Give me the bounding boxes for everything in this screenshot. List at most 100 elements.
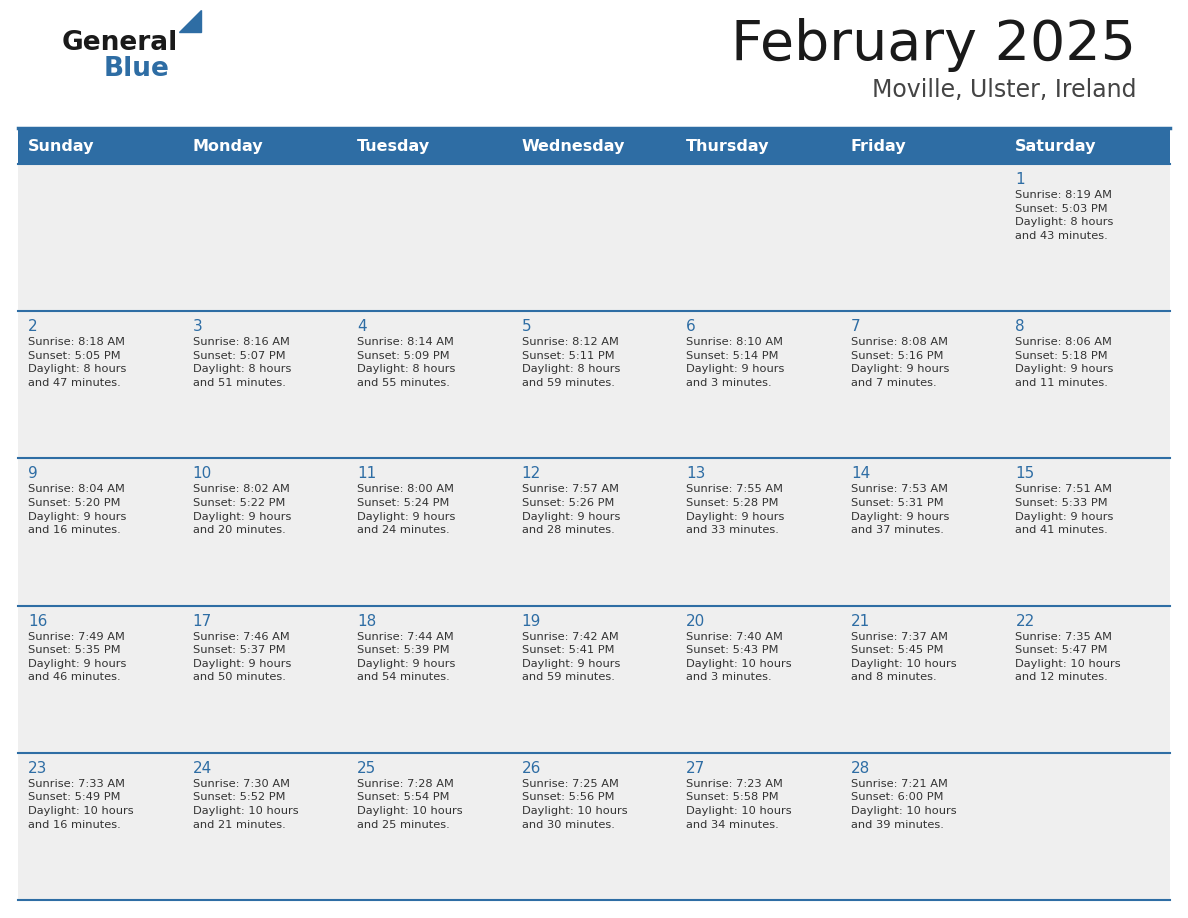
Text: 22: 22 (1016, 613, 1035, 629)
Text: 25: 25 (358, 761, 377, 776)
Bar (18, 606, 183, 753)
Text: Sunrise: 7:57 AM
Sunset: 5:26 PM
Daylight: 9 hours
and 28 minutes.: Sunrise: 7:57 AM Sunset: 5:26 PM Dayligh… (522, 485, 620, 535)
Bar (676, 606, 841, 753)
Text: 10: 10 (192, 466, 211, 481)
Bar (512, 164, 676, 311)
Text: 4: 4 (358, 319, 367, 334)
Text: Sunrise: 7:44 AM
Sunset: 5:39 PM
Daylight: 9 hours
and 54 minutes.: Sunrise: 7:44 AM Sunset: 5:39 PM Dayligh… (358, 632, 455, 682)
Text: Sunday: Sunday (27, 139, 94, 153)
Text: 23: 23 (29, 761, 48, 776)
Text: Sunrise: 8:19 AM
Sunset: 5:03 PM
Daylight: 8 hours
and 43 minutes.: Sunrise: 8:19 AM Sunset: 5:03 PM Dayligh… (1016, 190, 1114, 241)
Text: Sunrise: 8:06 AM
Sunset: 5:18 PM
Daylight: 9 hours
and 11 minutes.: Sunrise: 8:06 AM Sunset: 5:18 PM Dayligh… (1016, 337, 1114, 388)
Text: 14: 14 (851, 466, 870, 481)
Bar (1005, 753, 1170, 900)
Text: 20: 20 (687, 613, 706, 629)
Text: 5: 5 (522, 319, 531, 334)
Text: 6: 6 (687, 319, 696, 334)
Bar (183, 164, 347, 311)
Text: 2: 2 (29, 319, 38, 334)
Text: 15: 15 (1016, 466, 1035, 481)
Text: General: General (62, 30, 178, 56)
Bar (1005, 311, 1170, 458)
Bar (347, 311, 512, 458)
Text: Sunrise: 7:53 AM
Sunset: 5:31 PM
Daylight: 9 hours
and 37 minutes.: Sunrise: 7:53 AM Sunset: 5:31 PM Dayligh… (851, 485, 949, 535)
Bar (18, 311, 183, 458)
Bar (183, 606, 347, 753)
Bar (512, 458, 676, 606)
Text: Sunrise: 8:04 AM
Sunset: 5:20 PM
Daylight: 9 hours
and 16 minutes.: Sunrise: 8:04 AM Sunset: 5:20 PM Dayligh… (29, 485, 126, 535)
Bar (18, 753, 183, 900)
Bar (676, 311, 841, 458)
Bar (841, 164, 1005, 311)
Text: 26: 26 (522, 761, 541, 776)
Text: 9: 9 (29, 466, 38, 481)
Text: Sunrise: 7:42 AM
Sunset: 5:41 PM
Daylight: 9 hours
and 59 minutes.: Sunrise: 7:42 AM Sunset: 5:41 PM Dayligh… (522, 632, 620, 682)
Text: Sunrise: 7:25 AM
Sunset: 5:56 PM
Daylight: 10 hours
and 30 minutes.: Sunrise: 7:25 AM Sunset: 5:56 PM Dayligh… (522, 778, 627, 830)
Text: Sunrise: 7:37 AM
Sunset: 5:45 PM
Daylight: 10 hours
and 8 minutes.: Sunrise: 7:37 AM Sunset: 5:45 PM Dayligh… (851, 632, 956, 682)
Text: 7: 7 (851, 319, 860, 334)
Text: Sunrise: 8:10 AM
Sunset: 5:14 PM
Daylight: 9 hours
and 3 minutes.: Sunrise: 8:10 AM Sunset: 5:14 PM Dayligh… (687, 337, 784, 388)
Text: 8: 8 (1016, 319, 1025, 334)
Bar (512, 753, 676, 900)
Text: 17: 17 (192, 613, 211, 629)
Text: Sunrise: 8:14 AM
Sunset: 5:09 PM
Daylight: 8 hours
and 55 minutes.: Sunrise: 8:14 AM Sunset: 5:09 PM Dayligh… (358, 337, 455, 388)
Text: Sunrise: 7:51 AM
Sunset: 5:33 PM
Daylight: 9 hours
and 41 minutes.: Sunrise: 7:51 AM Sunset: 5:33 PM Dayligh… (1016, 485, 1114, 535)
Text: Sunrise: 7:40 AM
Sunset: 5:43 PM
Daylight: 10 hours
and 3 minutes.: Sunrise: 7:40 AM Sunset: 5:43 PM Dayligh… (687, 632, 792, 682)
Text: Wednesday: Wednesday (522, 139, 625, 153)
Bar (18, 164, 183, 311)
Text: 18: 18 (358, 613, 377, 629)
Text: Sunrise: 7:49 AM
Sunset: 5:35 PM
Daylight: 9 hours
and 46 minutes.: Sunrise: 7:49 AM Sunset: 5:35 PM Dayligh… (29, 632, 126, 682)
Text: Thursday: Thursday (687, 139, 770, 153)
Text: 13: 13 (687, 466, 706, 481)
Bar (347, 458, 512, 606)
Text: February 2025: February 2025 (731, 18, 1136, 72)
Text: 16: 16 (29, 613, 48, 629)
Bar (841, 458, 1005, 606)
Text: 24: 24 (192, 761, 211, 776)
Text: Sunrise: 8:08 AM
Sunset: 5:16 PM
Daylight: 9 hours
and 7 minutes.: Sunrise: 8:08 AM Sunset: 5:16 PM Dayligh… (851, 337, 949, 388)
Bar (512, 311, 676, 458)
Bar (841, 311, 1005, 458)
Text: Sunrise: 7:33 AM
Sunset: 5:49 PM
Daylight: 10 hours
and 16 minutes.: Sunrise: 7:33 AM Sunset: 5:49 PM Dayligh… (29, 778, 133, 830)
Bar (512, 606, 676, 753)
Bar (841, 606, 1005, 753)
Text: Friday: Friday (851, 139, 906, 153)
Bar (347, 164, 512, 311)
Text: 27: 27 (687, 761, 706, 776)
Text: 11: 11 (358, 466, 377, 481)
Bar (1005, 164, 1170, 311)
Polygon shape (179, 10, 201, 32)
Text: Sunrise: 7:46 AM
Sunset: 5:37 PM
Daylight: 9 hours
and 50 minutes.: Sunrise: 7:46 AM Sunset: 5:37 PM Dayligh… (192, 632, 291, 682)
Bar (183, 753, 347, 900)
Text: Saturday: Saturday (1016, 139, 1097, 153)
Bar (0, 900, 1188, 918)
Bar (18, 128, 1170, 164)
Bar (841, 753, 1005, 900)
Bar (676, 753, 841, 900)
Text: Moville, Ulster, Ireland: Moville, Ulster, Ireland (872, 78, 1136, 102)
Text: Blue: Blue (105, 56, 170, 82)
Text: Sunrise: 7:21 AM
Sunset: 6:00 PM
Daylight: 10 hours
and 39 minutes.: Sunrise: 7:21 AM Sunset: 6:00 PM Dayligh… (851, 778, 956, 830)
Bar (18, 458, 183, 606)
Text: Sunrise: 8:16 AM
Sunset: 5:07 PM
Daylight: 8 hours
and 51 minutes.: Sunrise: 8:16 AM Sunset: 5:07 PM Dayligh… (192, 337, 291, 388)
Text: Sunrise: 8:00 AM
Sunset: 5:24 PM
Daylight: 9 hours
and 24 minutes.: Sunrise: 8:00 AM Sunset: 5:24 PM Dayligh… (358, 485, 455, 535)
Bar (183, 458, 347, 606)
Text: 19: 19 (522, 613, 541, 629)
Text: Sunrise: 8:02 AM
Sunset: 5:22 PM
Daylight: 9 hours
and 20 minutes.: Sunrise: 8:02 AM Sunset: 5:22 PM Dayligh… (192, 485, 291, 535)
Bar (676, 458, 841, 606)
Bar (347, 753, 512, 900)
Text: Tuesday: Tuesday (358, 139, 430, 153)
Bar (676, 164, 841, 311)
Bar (1005, 458, 1170, 606)
Bar (347, 606, 512, 753)
Text: Sunrise: 7:23 AM
Sunset: 5:58 PM
Daylight: 10 hours
and 34 minutes.: Sunrise: 7:23 AM Sunset: 5:58 PM Dayligh… (687, 778, 792, 830)
Bar (1005, 606, 1170, 753)
Text: Sunrise: 7:35 AM
Sunset: 5:47 PM
Daylight: 10 hours
and 12 minutes.: Sunrise: 7:35 AM Sunset: 5:47 PM Dayligh… (1016, 632, 1121, 682)
Text: Sunrise: 7:55 AM
Sunset: 5:28 PM
Daylight: 9 hours
and 33 minutes.: Sunrise: 7:55 AM Sunset: 5:28 PM Dayligh… (687, 485, 784, 535)
Text: Monday: Monday (192, 139, 263, 153)
Text: 12: 12 (522, 466, 541, 481)
Text: Sunrise: 7:28 AM
Sunset: 5:54 PM
Daylight: 10 hours
and 25 minutes.: Sunrise: 7:28 AM Sunset: 5:54 PM Dayligh… (358, 778, 463, 830)
Text: 1: 1 (1016, 172, 1025, 187)
Text: Sunrise: 7:30 AM
Sunset: 5:52 PM
Daylight: 10 hours
and 21 minutes.: Sunrise: 7:30 AM Sunset: 5:52 PM Dayligh… (192, 778, 298, 830)
Text: 3: 3 (192, 319, 202, 334)
